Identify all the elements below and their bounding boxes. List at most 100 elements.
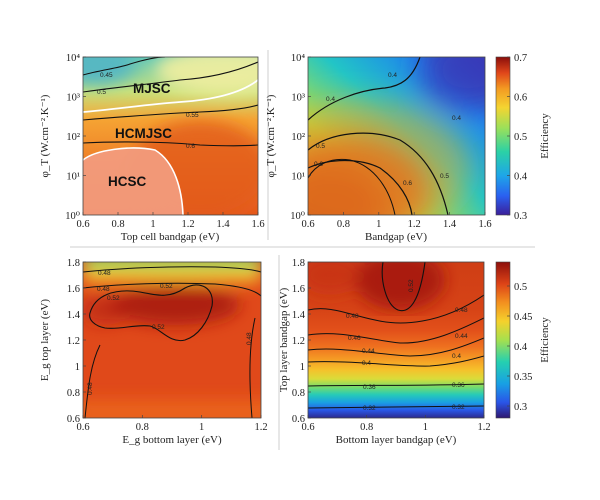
- region-label-hcmjsc: HCMJSC: [115, 126, 172, 141]
- x-tick-label: 1.2: [181, 219, 194, 230]
- y-tick-label: 1.6: [292, 284, 305, 295]
- y-tick-labels: 0.6 0.8 1 1.2 1.4 1.6 1.8: [67, 258, 86, 425]
- y-tick-label: 10³: [291, 93, 305, 104]
- y-tick-label: 1.8: [292, 258, 305, 269]
- x-tick-label: 1.4: [216, 219, 230, 230]
- contour-label: 0.6: [314, 161, 323, 168]
- x-tick-label: 1.2: [254, 422, 267, 433]
- x-tick-labels: 0.6 0.8 1 1.2: [76, 415, 268, 433]
- x-tick-label: 0.8: [360, 422, 373, 433]
- y-tick-labels: 10⁰ 10¹ 10² 10³ 10⁴: [290, 53, 311, 222]
- y-axis-label: Top layer bandgap (eV): [278, 287, 290, 392]
- y-tick-label: 0.6: [67, 414, 80, 425]
- colorbar: [495, 261, 511, 419]
- x-tick-label: 1: [423, 422, 428, 433]
- contour-label: 0.48: [455, 307, 468, 314]
- contour-label: 0.32: [363, 405, 376, 412]
- x-tick-label: 1.2: [408, 219, 421, 230]
- x-tick-label: 1.2: [477, 422, 490, 433]
- contour-label: 0.48: [97, 286, 110, 293]
- contour-label: 0.36: [452, 382, 465, 389]
- x-tick-label: 1.6: [251, 219, 264, 230]
- colorbar-tick-label: 0.3: [514, 402, 527, 413]
- contour-label: 0.5: [440, 173, 449, 180]
- y-tick-labels: 10⁰ 10¹ 10² 10³ 10⁴: [65, 53, 86, 222]
- x-tick-labels: 0.6 0.8 1 1.2: [301, 415, 491, 433]
- y-tick-label: 1: [300, 362, 305, 373]
- y-axis-label: φ_T (W.cm⁻².K⁻¹): [39, 94, 51, 177]
- x-tick-labels: 0.6 0.8 1 1.2 1.4 1.6: [76, 212, 265, 230]
- y-tick-label: 10¹: [291, 172, 305, 183]
- x-tick-label: 0.8: [111, 219, 124, 230]
- panel-bottom-left: 0.48 0.48 0.52 0.52 0.52 0.48 0.48 0.6 0.…: [39, 258, 268, 446]
- y-tick-label: 1.4: [67, 310, 81, 321]
- colorbar-label: Efficiency: [539, 113, 551, 159]
- contour-label: 0.52: [152, 324, 165, 331]
- panel-top-right: 0.4 0.4 0.5 0.6 0.6 0.5 0.4 0.6 0.8 1 1.2 1.…: [265, 53, 551, 243]
- contour-label: 0.5: [97, 89, 106, 96]
- x-tick-label: 0.6: [76, 219, 89, 230]
- contour-label: 0.4: [388, 72, 397, 79]
- y-tick-label: 10⁴: [66, 53, 81, 64]
- x-axis-label: Bandgap (eV): [365, 231, 427, 243]
- region-label-hcsc: HCSC: [108, 174, 147, 189]
- colorbar-tick-label: 0.5: [514, 132, 527, 143]
- contour-label: 0.44: [455, 333, 468, 340]
- y-tick-label: 10³: [66, 93, 80, 104]
- contour-label: 0.6: [403, 180, 412, 187]
- region-label-mjsc: MJSC: [133, 81, 171, 96]
- contour-label: 0.55: [186, 112, 199, 119]
- y-tick-label: 10²: [66, 132, 80, 143]
- contour-label: 0.52: [408, 279, 415, 292]
- colorbar-tick-label: 0.45: [514, 312, 532, 323]
- x-tick-label: 0.6: [76, 422, 89, 433]
- colorbar-tick-label: 0.4: [514, 342, 528, 353]
- colorbar-tick-label: 0.5: [514, 282, 527, 293]
- x-tick-label: 0.6: [301, 422, 314, 433]
- contour-label: 0.52: [160, 283, 173, 290]
- x-axis-label: Bottom layer bandgap (eV): [336, 434, 457, 446]
- contour-label: 0.4: [326, 96, 335, 103]
- y-tick-label: 10⁰: [65, 211, 80, 222]
- y-tick-labels: 0.6 0.8 1 1.2 1.4 1.6 1.8: [292, 258, 311, 425]
- contour-label: 0.45: [100, 72, 113, 79]
- contour-label: 0.6: [186, 143, 195, 150]
- contour-label: 0.5: [316, 143, 325, 150]
- contour-label: 0.48: [98, 270, 111, 277]
- y-tick-label: 10⁴: [291, 53, 306, 64]
- colorbar-tick-label: 0.3: [514, 211, 527, 222]
- y-tick-label: 0.8: [292, 388, 305, 399]
- x-axis-label: Top cell bandgap (eV): [121, 231, 220, 243]
- contour-label: 0.4: [452, 115, 461, 122]
- contour-label: 0.48: [346, 313, 359, 320]
- colorbar-tick-label: 0.6: [514, 93, 527, 104]
- contour-label: 0.4: [452, 353, 461, 360]
- panel-top-left: MJSC HCMJSC HCSC 0.45 0.5 0.55 0.6 0.6 0.…: [39, 53, 265, 243]
- colorbar-tick-labels: 0.3 0.4 0.5 0.6 0.7: [507, 53, 528, 222]
- colorbar-tick-label: 0.7: [514, 53, 527, 64]
- y-tick-label: 1: [75, 362, 80, 373]
- y-tick-label: 0.6: [292, 414, 305, 425]
- contour-label: 0.32: [452, 404, 465, 411]
- x-tick-label: 1: [199, 422, 204, 433]
- x-tick-label: 1.4: [443, 219, 457, 230]
- contour-label: 0.48: [87, 382, 94, 395]
- x-tick-label: 0.8: [136, 422, 149, 433]
- panel-bottom-right: 0.52 0.48 0.48 0.46 0.44 0.44 0.4 0.4 0.…: [278, 258, 551, 446]
- y-tick-label: 1.6: [67, 284, 80, 295]
- contour-label: 0.44: [362, 348, 375, 355]
- x-tick-label: 0.8: [337, 219, 350, 230]
- y-tick-label: 1.2: [292, 336, 305, 347]
- x-tick-label: 1: [376, 219, 381, 230]
- contour-label: 0.46: [348, 335, 361, 342]
- colorbar-tick-label: 0.4: [514, 172, 528, 183]
- y-tick-label: 10⁰: [290, 211, 305, 222]
- contour-label: 0.36: [363, 384, 376, 391]
- colorbar-tick-labels: 0.3 0.35 0.4 0.45 0.5: [507, 282, 532, 413]
- colorbar-label: Efficiency: [539, 317, 551, 363]
- colorbar-tick-label: 0.35: [514, 372, 532, 383]
- y-tick-label: 10¹: [66, 172, 80, 183]
- y-tick-label: 0.8: [67, 388, 80, 399]
- y-tick-label: 1.2: [67, 336, 80, 347]
